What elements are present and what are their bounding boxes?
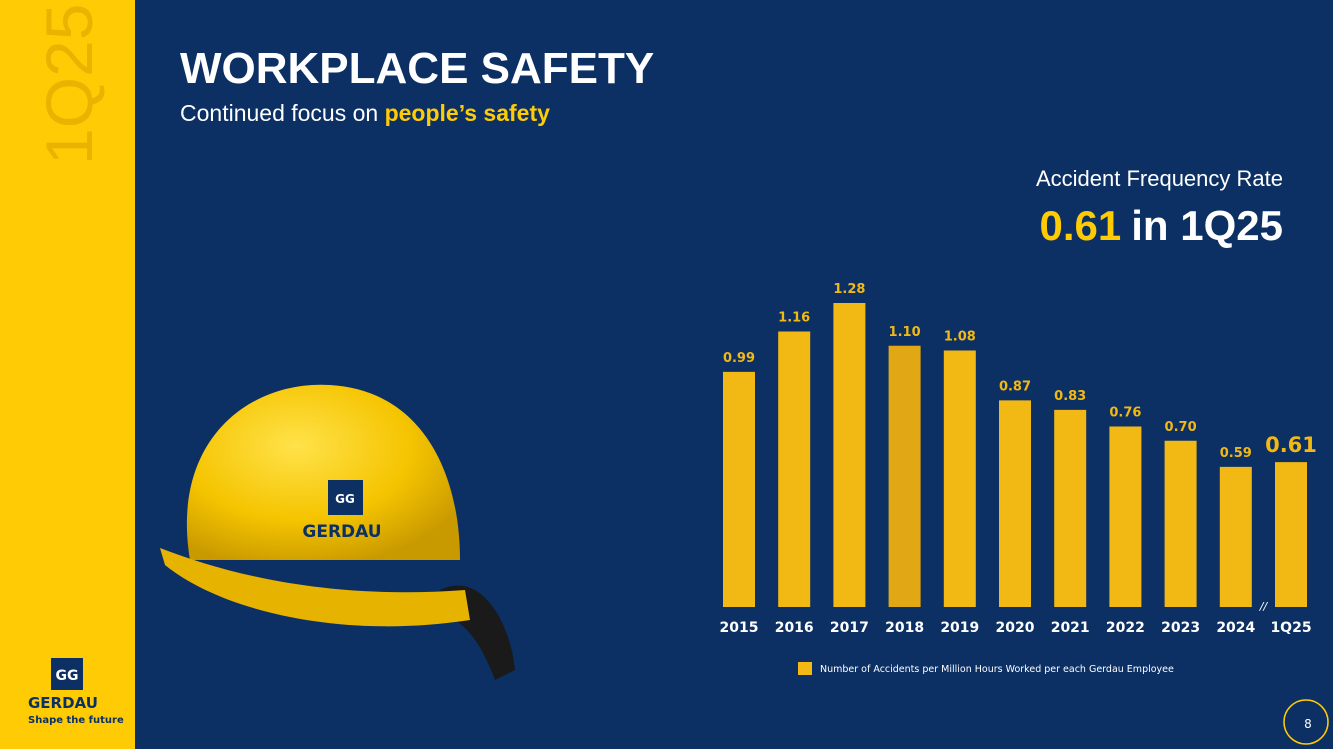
- x-tick-label: 2019: [940, 620, 979, 636]
- kpi-label: Accident Frequency Rate: [1036, 166, 1283, 191]
- x-tick-label: 1Q25: [1270, 620, 1311, 636]
- x-tick-label: 2020: [996, 620, 1035, 636]
- bar: [723, 371, 755, 607]
- axis-break: //: [1259, 600, 1269, 613]
- value-label: 1.10: [889, 325, 921, 340]
- x-tick-label: 2024: [1216, 620, 1255, 636]
- x-tick-label: 2018: [885, 620, 924, 636]
- legend-swatch: [798, 662, 812, 675]
- value-label: 0.59: [1220, 446, 1252, 461]
- x-tick-label: 2016: [775, 620, 814, 636]
- bar: [943, 350, 976, 607]
- subtitle: Continued focus on people’s safety: [180, 100, 550, 126]
- value-label: 0.61: [1265, 433, 1317, 457]
- brand: GERDAU: [28, 694, 98, 712]
- x-tick-label: 2022: [1106, 620, 1145, 636]
- tagline: Shape the future: [28, 715, 124, 726]
- x-tick-label: 2021: [1051, 620, 1090, 636]
- subtitle-text: Continued focus on: [180, 100, 385, 126]
- bar: [778, 331, 811, 607]
- period: 1Q25: [32, 4, 106, 165]
- value-label: 0.99: [723, 351, 755, 366]
- x-tick-label: 2023: [1161, 620, 1200, 636]
- value-label: 1.08: [944, 330, 976, 345]
- value-label: 1.28: [833, 282, 865, 297]
- helmet: GG GERDAU: [160, 384, 515, 680]
- kpi: 0.61 in 1Q25: [1040, 202, 1284, 249]
- x-tick-label: 2017: [830, 620, 869, 636]
- bar: [1054, 409, 1087, 607]
- bar: [1219, 466, 1252, 607]
- logo-glyph: GG: [56, 668, 79, 684]
- bar: [1164, 440, 1197, 607]
- subtitle-highlight: people’s safety: [385, 100, 551, 126]
- sidebar: [0, 0, 135, 749]
- bar: [1275, 462, 1307, 607]
- kpi-value: 0.61: [1040, 202, 1122, 249]
- bar: [833, 303, 866, 607]
- page-number: 8: [1304, 717, 1312, 731]
- helmet-text: GERDAU: [302, 522, 381, 542]
- value-label: 0.87: [999, 379, 1031, 394]
- value-label: 0.83: [1054, 389, 1086, 404]
- bar: [999, 400, 1031, 607]
- bar: [888, 345, 921, 607]
- svg-text:GG: GG: [335, 492, 355, 506]
- value-label: 1.16: [778, 311, 810, 326]
- bar: [1109, 426, 1142, 607]
- value-label: 0.76: [1109, 406, 1141, 421]
- value-label: 0.70: [1165, 420, 1197, 435]
- x-tick-label: 2015: [720, 620, 759, 636]
- kpi-suffix: in 1Q25: [1131, 202, 1283, 249]
- legend-label: Number of Accidents per Million Hours Wo…: [820, 664, 1174, 675]
- page-badge: [1283, 699, 1329, 745]
- logo-mark: [51, 658, 83, 690]
- title: WORKPLACE SAFETY: [180, 44, 654, 93]
